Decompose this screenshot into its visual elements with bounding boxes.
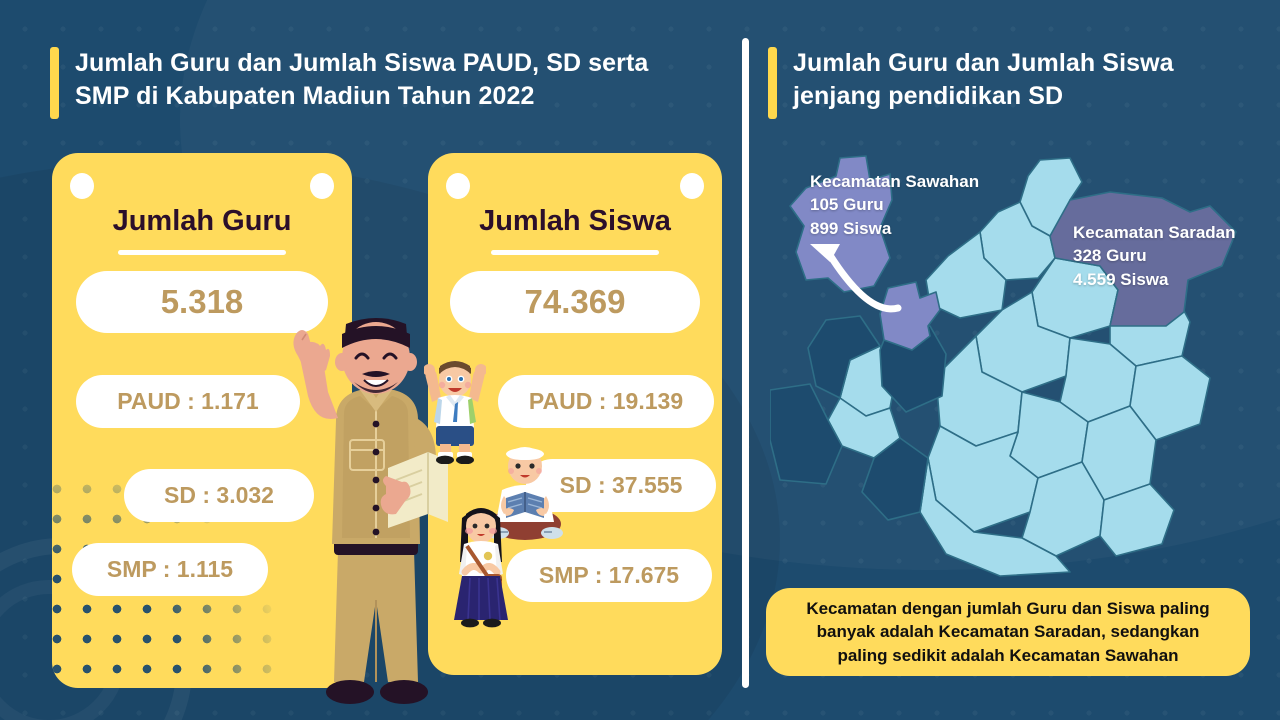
punch-hole-right-icon <box>310 173 334 199</box>
card-guru-row-smp: SMP : 1.115 <box>72 543 268 596</box>
map-pointer-arrow <box>824 248 902 313</box>
card-siswa-row-smp: SMP : 17.675 <box>506 549 712 602</box>
vertical-divider <box>742 38 749 688</box>
card-jumlah-siswa: Jumlah Siswa 74.369 PAUD : 19.139 SD : 3… <box>428 153 722 675</box>
map-label-sawahan: Kecamatan Sawahan 105 Guru 899 Siswa <box>810 172 980 238</box>
map-region <box>979 201 1056 281</box>
card-siswa-row-paud: PAUD : 19.139 <box>498 375 714 428</box>
student-sd-illustration <box>486 436 564 546</box>
student-smp-illustration <box>448 500 514 628</box>
map-region-dark <box>879 325 947 413</box>
student-paud-illustration <box>423 352 487 465</box>
card-guru-total: 5.318 <box>76 271 328 333</box>
map-region-dark <box>861 437 929 521</box>
map-region <box>925 231 1007 319</box>
teacher-illustration <box>276 300 476 720</box>
card-siswa-title: Jumlah Siswa <box>479 205 671 237</box>
card-jumlah-guru: Jumlah Guru 5.318 PAUD : 1.171 SD : 3.03… <box>52 153 352 688</box>
right-section-header: Jumlah Guru dan Jumlah Siswa jenjang pen… <box>768 47 1174 119</box>
left-section-header: Jumlah Guru dan Jumlah Siswa PAUD, SD se… <box>50 47 648 119</box>
punch-hole-left-icon <box>70 173 94 199</box>
card-guru-row-paud: PAUD : 1.171 <box>76 375 300 428</box>
map-region-sawahan-actual <box>879 281 941 351</box>
punch-hole-right-icon <box>680 173 704 199</box>
punch-hole-left-icon <box>446 173 470 199</box>
map-region-dark <box>770 383 843 485</box>
map-region <box>919 457 1071 577</box>
card-siswa-row-sd: SD : 37.555 <box>526 459 716 512</box>
card-guru-title: Jumlah Guru <box>112 205 292 237</box>
header-accent-bar <box>768 47 777 119</box>
summary-note: Kecamatan dengan jumlah Guru dan Siswa p… <box>766 588 1250 676</box>
map-region <box>1099 483 1175 557</box>
map-region-sawahan <box>789 155 893 293</box>
card-guru-title-rule <box>118 250 286 255</box>
right-header-text: Jumlah Guru dan Jumlah Siswa jenjang pen… <box>793 49 1174 110</box>
map-region <box>1021 461 1105 557</box>
left-header-text: Jumlah Guru dan Jumlah Siswa PAUD, SD se… <box>75 49 649 110</box>
card-guru-row-sd: SD : 3.032 <box>124 469 314 522</box>
header-accent-bar <box>50 47 59 119</box>
map-region-saradan <box>1049 191 1237 327</box>
kabupaten-madiun-map <box>770 140 1270 580</box>
map-label-saradan: Kecamatan Saradan 328 Guru 4.559 Siswa <box>1073 223 1236 289</box>
map-pointer-arrowhead <box>810 244 840 262</box>
card-siswa-title-rule <box>491 250 659 255</box>
card-siswa-total: 74.369 <box>450 271 700 333</box>
map-region-dark <box>807 315 881 399</box>
